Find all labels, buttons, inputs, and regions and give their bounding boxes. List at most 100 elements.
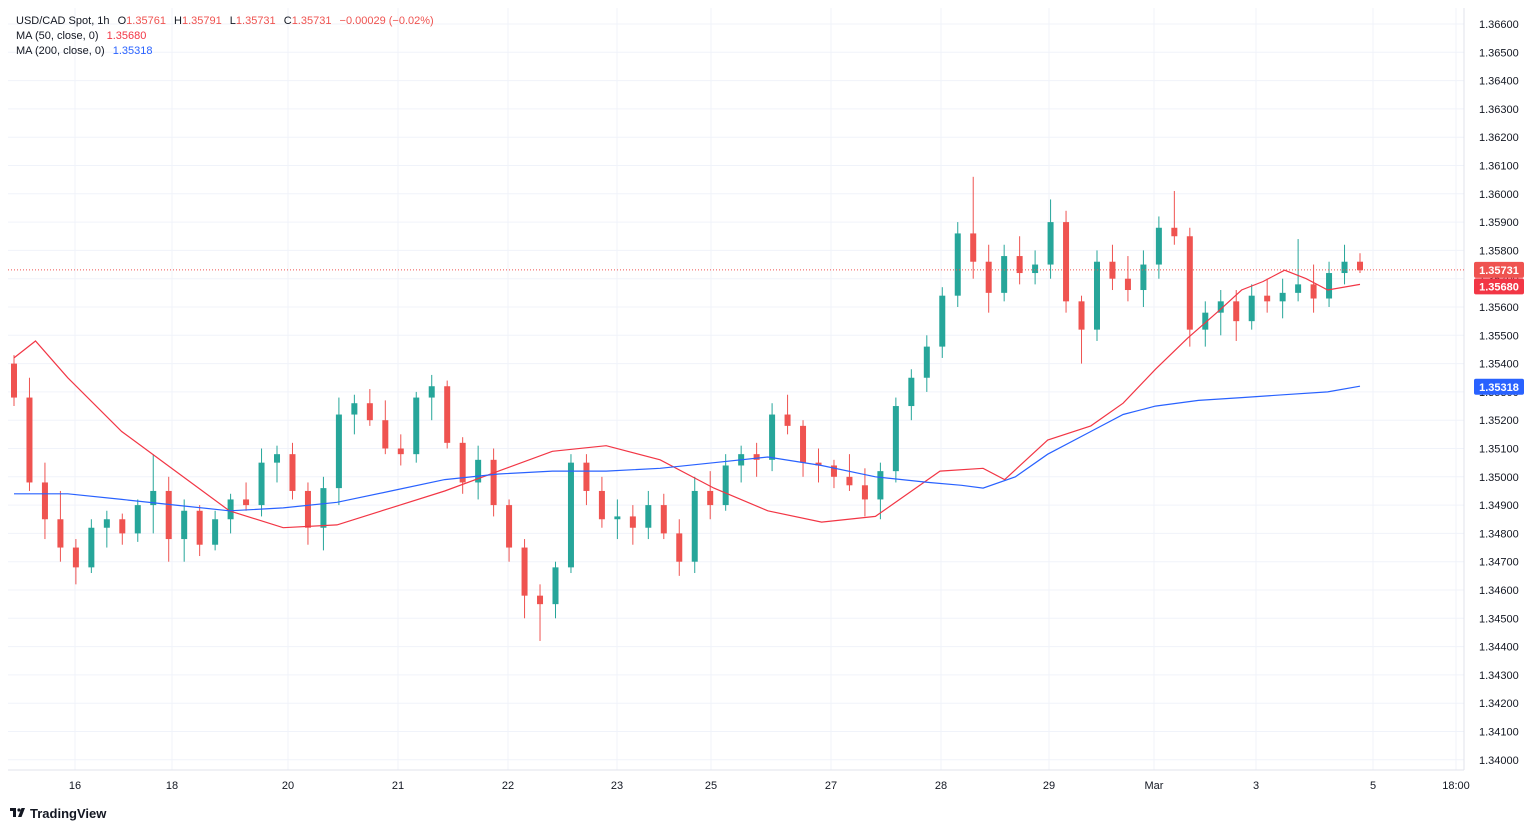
candle-body xyxy=(181,510,188,540)
change-value: −0.00029 (−0.02%) xyxy=(339,15,434,27)
price-tick-label: 1.34900 xyxy=(1479,500,1519,512)
candle-body xyxy=(892,406,899,472)
candle-body xyxy=(475,459,482,483)
chart-legend: USD/CAD Spot, 1h O1.35761 H1.35791 L1.35… xyxy=(16,14,439,59)
symbol-label[interactable]: USD/CAD Spot, 1h xyxy=(16,15,110,27)
time-tick-label: 22 xyxy=(502,780,514,792)
candle-body xyxy=(1093,261,1100,330)
candle-body xyxy=(351,403,358,415)
candle-body xyxy=(1032,264,1039,274)
candle-body xyxy=(1310,284,1317,299)
candle-body xyxy=(196,510,203,545)
price-tick-label: 1.35100 xyxy=(1479,444,1519,456)
candle-body xyxy=(1233,301,1240,322)
last-price-badge-text: 1.35731 xyxy=(1479,265,1519,277)
candle-body xyxy=(707,490,714,506)
candle-body xyxy=(769,414,776,460)
candle-body xyxy=(537,595,544,605)
candle-body xyxy=(335,414,342,489)
ma200-badge: 1.35318 xyxy=(1474,378,1524,395)
candle-body xyxy=(1155,227,1162,265)
ma200-label[interactable]: MA (200, close, 0) xyxy=(16,45,105,57)
candle-body xyxy=(134,505,141,534)
time-tick-label: 21 xyxy=(392,780,404,792)
ma200-value: 1.35318 xyxy=(112,45,153,57)
candle-body xyxy=(676,533,683,562)
candle-body xyxy=(939,295,946,347)
candle-body xyxy=(1357,261,1363,271)
price-tick-label: 1.34400 xyxy=(1479,642,1519,654)
candle-body xyxy=(1186,236,1193,330)
candle-body xyxy=(165,490,172,540)
candle-body xyxy=(11,363,17,398)
candle-body xyxy=(846,476,853,486)
candle-body xyxy=(784,414,791,426)
price-tick-label: 1.35600 xyxy=(1479,302,1519,314)
price-tick-label: 1.35200 xyxy=(1479,415,1519,427)
price-tick-label: 1.36600 xyxy=(1479,19,1519,31)
candle-body xyxy=(954,233,961,296)
candle-body xyxy=(722,465,729,506)
price-tick-label: 1.35900 xyxy=(1479,217,1519,229)
price-tick-label: 1.36000 xyxy=(1479,189,1519,201)
candle-body xyxy=(1326,273,1333,299)
price-axis-labels: 1.36600 1.36500 1.36400 1.36300 1.36200 1.361… xyxy=(1479,19,1519,767)
time-tick-label: 18 xyxy=(166,780,178,792)
price-tick-label: 1.36400 xyxy=(1479,76,1519,88)
candle-body xyxy=(1171,227,1178,237)
candle-body xyxy=(552,567,559,605)
price-tick-label: 1.34100 xyxy=(1479,727,1519,739)
time-tick-label: 29 xyxy=(1043,780,1055,792)
candle-body xyxy=(1078,301,1085,330)
time-tick-label: 27 xyxy=(825,780,837,792)
candle-body xyxy=(72,547,79,568)
candle-body xyxy=(490,459,497,506)
candle-body xyxy=(1248,295,1255,322)
candle-body xyxy=(428,386,435,398)
price-tick-label: 1.34700 xyxy=(1479,557,1519,569)
tradingview-logo-icon xyxy=(10,807,25,817)
ohlc-row: USD/CAD Spot, 1h O1.35761 H1.35791 L1.35… xyxy=(16,14,439,29)
candle-body xyxy=(41,482,48,520)
moving-averages-layer xyxy=(13,269,1361,529)
candle-body xyxy=(57,519,64,548)
candle-body xyxy=(1063,222,1070,302)
price-badges: 1.35731 1.35680 1.35318 xyxy=(1474,261,1524,395)
candle-body xyxy=(1295,284,1302,293)
price-tick-label: 1.34500 xyxy=(1479,613,1519,625)
candle-body xyxy=(753,454,760,460)
tradingview-logo[interactable]: TradingView xyxy=(10,806,106,821)
price-tick-label: 1.35800 xyxy=(1479,245,1519,257)
candle-body xyxy=(1217,301,1224,313)
ma200-line xyxy=(14,385,1361,512)
candle-body xyxy=(815,462,822,466)
price-tick-label: 1.35000 xyxy=(1479,472,1519,484)
candle-body xyxy=(1047,222,1054,265)
candle-body xyxy=(459,442,466,483)
candle-body xyxy=(877,471,884,500)
ma50-row: MA (50, close, 0) 1.35680 xyxy=(16,29,439,44)
ma200-row: MA (200, close, 0) 1.35318 xyxy=(16,44,439,59)
candle-body xyxy=(1124,278,1131,291)
candle-body xyxy=(413,397,420,455)
candle-body xyxy=(88,527,95,568)
candle-body xyxy=(985,261,992,293)
candle-body xyxy=(800,425,807,463)
candle-body xyxy=(1264,295,1271,302)
price-tick-label: 1.36300 xyxy=(1479,104,1519,116)
ma200-badge-bg xyxy=(1474,378,1524,395)
candle-body xyxy=(1279,292,1286,302)
ma50-value: 1.35680 xyxy=(106,30,147,42)
candle-body xyxy=(598,490,605,520)
high-value: H1.35791 xyxy=(174,15,222,27)
candle-body xyxy=(382,420,389,449)
candle-body xyxy=(614,516,621,520)
ma50-label[interactable]: MA (50, close, 0) xyxy=(16,30,99,42)
candle-body xyxy=(212,519,219,545)
price-tick-label: 1.35500 xyxy=(1479,330,1519,342)
candle-body xyxy=(506,505,513,548)
candle-body xyxy=(274,454,281,463)
candle-body xyxy=(150,490,157,506)
candle-body xyxy=(304,490,311,528)
